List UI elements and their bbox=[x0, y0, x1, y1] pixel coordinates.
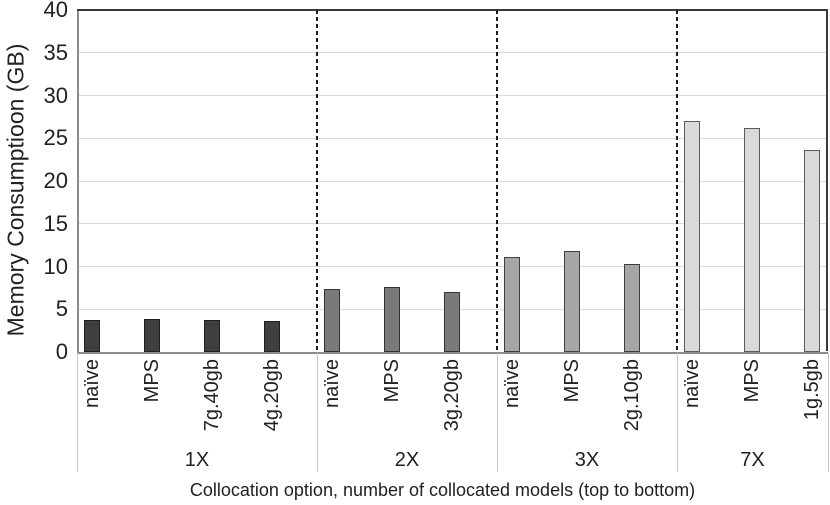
bar bbox=[684, 121, 700, 352]
bar-label: 2g.10gb bbox=[621, 359, 643, 432]
y-axis-tick-label: 10 bbox=[43, 253, 68, 279]
bar bbox=[504, 257, 520, 352]
y-axis-tick-label: 40 bbox=[43, 0, 68, 22]
y-axis-tick-label: 25 bbox=[43, 125, 68, 151]
bar-label: MPS bbox=[381, 359, 403, 403]
y-axis-tick-label: 20 bbox=[43, 168, 68, 193]
group-label: 1X bbox=[184, 449, 210, 471]
y-axis-line bbox=[77, 10, 79, 352]
bar bbox=[744, 128, 760, 352]
group-separator-dashed bbox=[316, 10, 318, 352]
gridline bbox=[77, 180, 828, 182]
bar bbox=[804, 150, 820, 352]
y-axis-tick-label: 15 bbox=[43, 210, 68, 236]
bar bbox=[564, 251, 580, 352]
y-axis-tick-label: 35 bbox=[43, 39, 68, 65]
y-axis-tick-label: 0 bbox=[55, 339, 68, 364]
bar-label: 1g.5gb bbox=[801, 359, 823, 421]
group-separator-dashed bbox=[676, 10, 678, 352]
bar bbox=[324, 289, 340, 352]
bar-label: 4g.20gb bbox=[261, 359, 283, 432]
bar bbox=[384, 287, 400, 352]
bar-label: 3g.20gb bbox=[441, 359, 463, 432]
gridline bbox=[77, 223, 828, 225]
gridline bbox=[77, 137, 828, 139]
gridline bbox=[77, 266, 828, 267]
x-axis-line bbox=[77, 352, 828, 354]
bar bbox=[444, 292, 460, 352]
gridline bbox=[77, 95, 828, 96]
group-label: 2X bbox=[394, 449, 420, 471]
group-label: 3X bbox=[574, 449, 600, 471]
bar-label: naïve bbox=[81, 359, 103, 408]
x-axis-title: Collocation option, number of collocated… bbox=[189, 480, 696, 500]
y-axis-tick-label: 30 bbox=[43, 82, 68, 108]
bar-label: MPS bbox=[141, 359, 163, 403]
bar bbox=[84, 320, 100, 352]
bar bbox=[144, 319, 160, 352]
group-separator-dashed bbox=[496, 10, 498, 352]
axis-group-separator bbox=[828, 353, 829, 472]
axis-group-separator bbox=[497, 353, 498, 472]
axis-group-separator bbox=[317, 353, 318, 472]
bar-label: naïve bbox=[321, 359, 343, 408]
axis-group-separator bbox=[77, 353, 78, 472]
axis-group-separator bbox=[677, 353, 678, 472]
y-axis-tick-label: 5 bbox=[55, 296, 68, 322]
bar-label: naïve bbox=[681, 359, 703, 408]
bar-label: 7g.40gb bbox=[201, 359, 223, 432]
bar-label: naïve bbox=[501, 359, 523, 408]
plot-border bbox=[77, 9, 828, 351]
bar-label: MPS bbox=[561, 359, 583, 403]
group-label: 7X bbox=[740, 449, 765, 471]
gridline bbox=[77, 52, 828, 54]
bar bbox=[204, 320, 220, 352]
bar bbox=[264, 321, 280, 352]
bar bbox=[624, 264, 640, 352]
bar-label: MPS bbox=[741, 359, 763, 403]
